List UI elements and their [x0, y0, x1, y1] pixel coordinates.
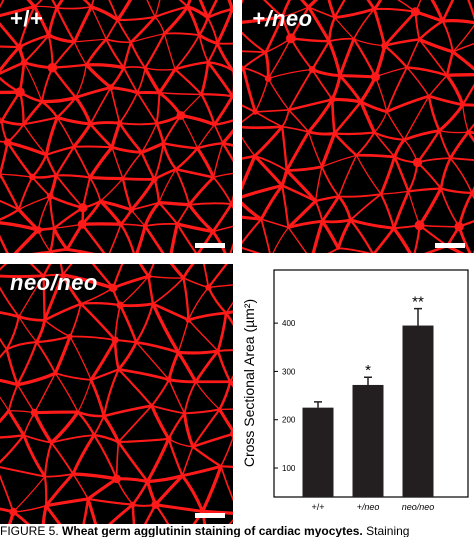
- bar-chart-panel: 100 200 300 400 * ** +/+ +/neo neo/neo Cross S…: [236, 262, 474, 524]
- y-tick-label: 400: [282, 319, 296, 328]
- scale-bar: [195, 513, 225, 518]
- x-tick-label-3: neo/neo: [402, 502, 435, 512]
- error-bar-3: [414, 307, 422, 326]
- panel-label-heterozygous: +/neo: [252, 6, 313, 31]
- micrograph-image-heterozygous: [242, 0, 474, 253]
- micrograph-panel-wild-type: +/+: [0, 0, 233, 253]
- x-tick-label-1: +/+: [311, 502, 324, 512]
- y-tick-label: 200: [282, 416, 296, 425]
- y-axis-label: Cross Sectional Area (µm²): [241, 299, 257, 467]
- y-tick-label: 300: [282, 367, 296, 376]
- x-tick-label-2: +/neo: [357, 502, 380, 512]
- caption-rest: Staining: [366, 525, 410, 537]
- bar-1: [302, 407, 334, 497]
- micrograph-panel-heterozygous: +/neo: [242, 0, 474, 253]
- micrograph-image-homozygous: [0, 264, 233, 524]
- micrograph-image-wild-type: [0, 0, 233, 253]
- caption-prefix: FIGURE 5.: [0, 525, 59, 537]
- bar-3: [402, 325, 434, 497]
- panel-label-homozygous: neo/neo: [10, 270, 98, 295]
- significance-marker-2: *: [365, 362, 371, 379]
- scale-bar: [435, 243, 465, 248]
- panel-label-wild-type: +/+: [10, 6, 44, 31]
- scale-bar: [195, 243, 225, 248]
- significance-marker-3: **: [412, 294, 424, 311]
- error-bar-1: [314, 401, 322, 408]
- caption-title: Wheat germ agglutinin staining of cardia…: [62, 525, 363, 537]
- bar-2: [352, 384, 384, 497]
- y-tick-label: 100: [282, 464, 296, 473]
- figure-caption: FIGURE 5. Wheat germ agglutinin staining…: [0, 525, 474, 537]
- micrograph-panel-homozygous: neo/neo: [0, 264, 233, 524]
- error-bar-2: [364, 376, 372, 385]
